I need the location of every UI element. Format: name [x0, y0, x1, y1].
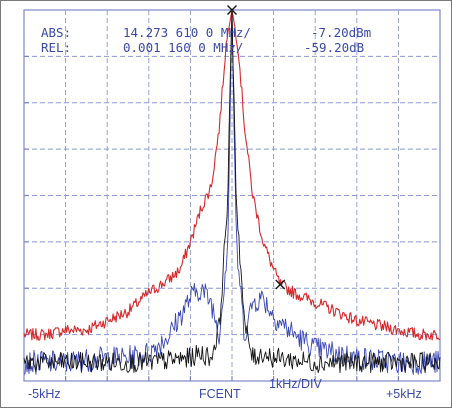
x-tick-left: -5kHz: [28, 387, 61, 401]
x-tick-center: FCENT: [199, 387, 241, 401]
rel-level: -59.20dB: [304, 40, 364, 55]
rel-frequency: 0.001 160 0 MHz/: [123, 40, 243, 55]
x-scale-label: 1kHz/DIV: [269, 377, 322, 391]
grid: [24, 10, 440, 381]
abs-frequency: 14.273 610 0 MHz/: [123, 25, 251, 40]
x-tick-right: +5kHz: [386, 387, 422, 401]
markers: [227, 5, 286, 290]
marker-abs: [227, 5, 237, 15]
abs-label: ABS:: [41, 25, 71, 40]
abs-level: -7.20dBm: [311, 25, 371, 40]
marker-rel: [275, 279, 286, 290]
rel-label: REL:: [41, 40, 71, 55]
